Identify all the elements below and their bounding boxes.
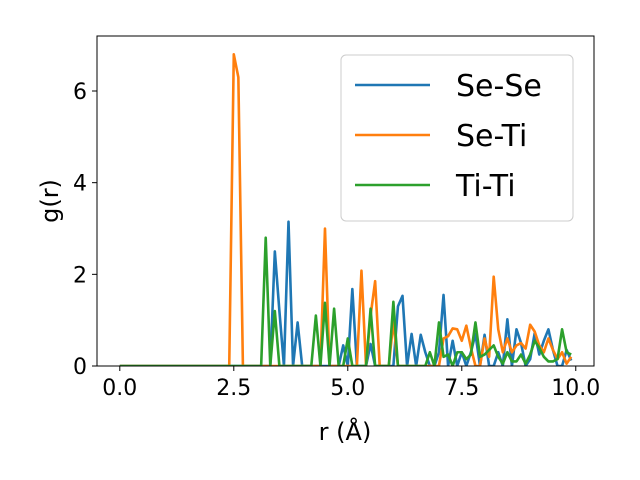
legend-label-se-se: Se-Se (456, 69, 542, 104)
legend-label-se-ti: Se-Ti (456, 119, 527, 154)
plot-frame (96, 35, 595, 367)
series-line-se-ti (119, 53, 573, 366)
x-tick-label: 5.0 (330, 376, 365, 401)
x-tick-label: 10.0 (551, 376, 600, 401)
legend-label-ti-ti: Ti-Ti (455, 169, 516, 204)
y-axis-label: g(r) (36, 179, 64, 223)
y-tick-label: 6 (73, 80, 87, 105)
x-axis-label: r (Å) (319, 417, 372, 446)
x-tick-label: 0.0 (102, 376, 137, 401)
legend: Se-Se Se-Ti Ti-Ti (340, 54, 574, 222)
series-line-se-se (119, 220, 573, 366)
legend-box (340, 54, 574, 222)
series-line-ti-ti (119, 236, 572, 366)
y-tick-label: 0 (73, 355, 87, 380)
x-tick-label: 7.5 (444, 376, 479, 401)
y-tick-label: 4 (73, 172, 87, 197)
x-tick-label: 2.5 (216, 376, 251, 401)
y-tick-label: 2 (73, 263, 87, 288)
